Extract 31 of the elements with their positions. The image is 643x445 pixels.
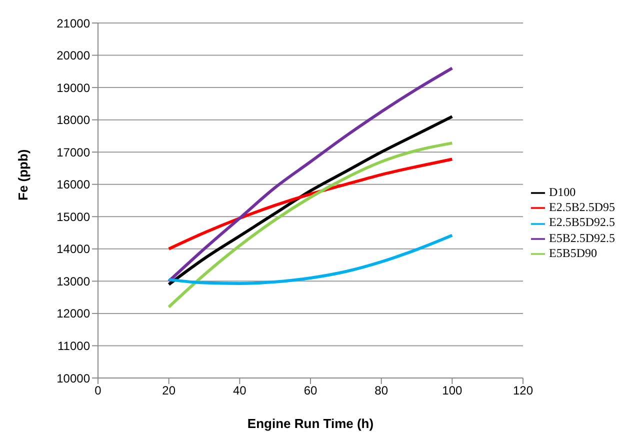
legend-label: E2.5B5D92.5: [549, 215, 615, 230]
y-tick-label: 15000: [56, 210, 90, 224]
y-tick-label: 16000: [56, 178, 90, 192]
x-axis-title: Engine Run Time (h): [247, 416, 374, 431]
line-series: [167, 158, 454, 250]
x-tick-label: 100: [442, 384, 462, 398]
y-tick-label: 13000: [56, 274, 90, 288]
y-tick-label: 14000: [56, 242, 90, 256]
x-tick-label: 20: [162, 384, 176, 398]
x-tick-label: 80: [374, 384, 388, 398]
x-tick-label: 60: [304, 384, 318, 398]
line-series: [167, 142, 454, 308]
y-tick-label: 18000: [56, 113, 90, 128]
y-axis-title: Fe (ppb): [16, 149, 31, 200]
y-tick-label: 20000: [56, 48, 90, 63]
x-tick-label: 120: [512, 384, 534, 398]
line-series: [167, 115, 454, 286]
y-tick-label: 19000: [56, 80, 90, 95]
legend-label: E5B2.5D92.5: [549, 230, 615, 245]
legend-label: E2.5B2.5D95: [549, 200, 615, 214]
y-tick-label: 21000: [56, 16, 90, 30]
x-tick-label: 0: [94, 384, 102, 398]
line-series: [167, 234, 454, 285]
line-series: [167, 66, 454, 283]
legend-label: D100: [549, 184, 576, 199]
y-tick-label: 17000: [56, 145, 90, 160]
x-tick-label: 40: [232, 384, 247, 398]
y-tick-label: 11000: [58, 338, 90, 353]
legend-label: E5B5D90: [549, 246, 597, 260]
y-tick-label: 10000: [56, 371, 90, 386]
y-tick-label: 12000: [56, 306, 90, 321]
